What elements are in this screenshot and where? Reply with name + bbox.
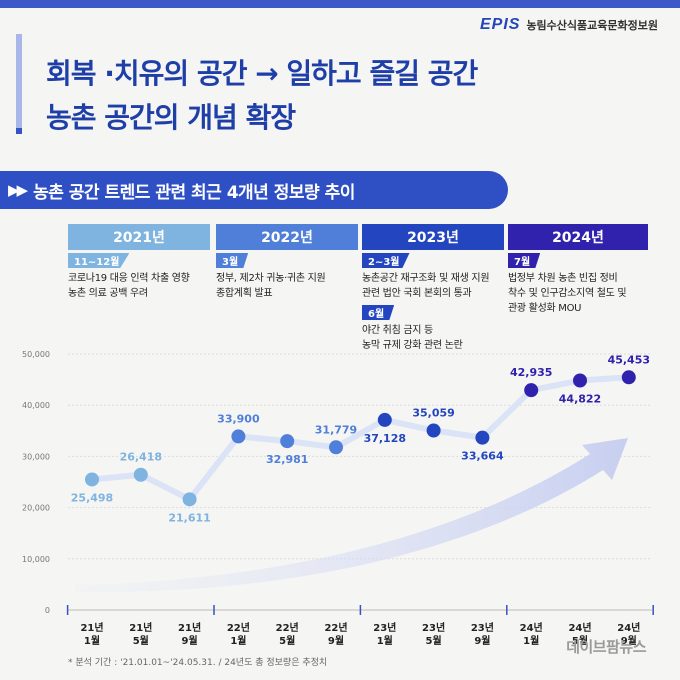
event-badge-2021: 11~12월 [68,253,130,268]
trend-arrow [75,438,628,593]
title-accent-dot [16,128,22,134]
x-tick-label: 22년 9월 [324,621,347,647]
event-text-2022: 정부, 제2차 귀농·귀촌 지원 종합계획 발표 [216,273,326,299]
x-tick-label: 23년 1월 [373,621,396,647]
banner-text: 농촌 공간 트렌드 관련 최근 4개년 정보량 추이 [33,182,355,203]
x-tick-label: 23년 9월 [471,621,494,647]
title-line-1: 회복 ·치유의 공간 → 일하고 즐길 공간 [46,57,478,90]
double-play-icon: ▶▶ [8,181,28,199]
data-label: 25,498 [71,491,113,504]
title-line-2: 농촌 공간의 개념 확장 [46,101,296,134]
data-point [524,383,539,398]
data-point [133,467,148,482]
x-tick-label: 21년 9월 [178,621,201,647]
data-label: 31,779 [315,423,357,436]
event-text-2023-b: 야간 취침 금지 등 농막 규제 강화 관련 논란 [362,325,463,351]
event-text-2023-a: 농촌공간 재구조화 및 재생 지원 관련 법안 국회 본회의 통과 [362,273,490,299]
line-chart: 0 10,000 20,000 30,000 40,000 50,000 25,498 26… [22,350,654,647]
data-label: 42,935 [510,366,552,379]
data-label: 37,128 [364,432,406,445]
x-tick-label: 21년 1월 [80,621,103,647]
y-tick-label: 20,000 [22,504,50,513]
data-point [231,429,246,444]
data-point [573,373,587,388]
year-tab-2022: 2022년 [216,224,358,250]
data-label: 21,611 [168,511,210,524]
data-point [621,370,636,385]
org-name: 농림수산식품교육문화정보원 [526,19,658,32]
x-tick-label: 24년 9월 [617,621,640,647]
footnote: * 분석 기간 : '21.01.01~'24.05.31. / 24년도 총 … [68,658,328,668]
data-point [377,412,392,427]
data-label: 26,418 [120,451,162,464]
event-text-2021: 코로나19 대응 인력 차출 영향 농촌 의료 공백 우려 [68,273,190,299]
x-tick-label: 21년 5월 [129,621,152,647]
data-point [426,423,441,438]
y-tick-label: 50,000 [22,350,50,359]
event-badge-2022: 3월 [216,253,249,268]
data-label: 45,453 [608,353,650,366]
year-tab-2021: 2021년 [68,224,210,250]
x-tick-label: 23년 5월 [422,621,445,647]
x-tick-label: 22년 1월 [227,621,250,647]
year-tab-2024: 2024년 [508,224,648,250]
data-point [85,472,99,487]
x-tick-label: 24년 1월 [520,621,543,647]
data-label: 32,981 [266,453,308,466]
data-label: 44,822 [559,393,601,406]
x-tick-label: 24년 5월 [568,621,591,647]
event-badge-2024: 7월 [508,253,541,268]
data-point [475,430,490,445]
logo: EPIS 농림수산식품교육문화정보원 [480,16,658,34]
section-banner: ▶▶ 농촌 공간 트렌드 관련 최근 4개년 정보량 추이 [0,171,508,209]
year-tab-2023: 2023년 [362,224,504,250]
data-point [329,440,343,455]
event-badge-2023-b: 6월 [362,305,395,320]
data-label: 33,900 [217,412,260,425]
series-line [89,374,632,503]
x-tick-label: 22년 5월 [276,621,299,647]
y-tick-label: 0 [45,606,50,615]
y-tick-label: 30,000 [22,452,50,461]
data-point [280,434,295,449]
y-tick-label: 40,000 [22,401,50,410]
data-point [182,492,197,507]
data-label: 33,664 [461,450,504,463]
event-text-2024: 법정부 차원 농촌 빈집 정비 착수 및 인구감소지역 철도 및 관광 활성화 … [508,273,627,314]
logo-mark: EPIS [479,16,521,33]
data-label: 35,059 [412,406,454,419]
page-title: 회복 ·치유의 공간 → 일하고 즐길 공간 농촌 공간의 개념 확장 [46,52,478,140]
event-badge-2023-a: 2~3월 [362,253,410,268]
y-tick-label: 10,000 [22,555,50,564]
top-accent-bar [0,0,680,8]
watermark: 데이브팜뉴스 [566,638,646,656]
title-accent-bar [16,34,22,134]
